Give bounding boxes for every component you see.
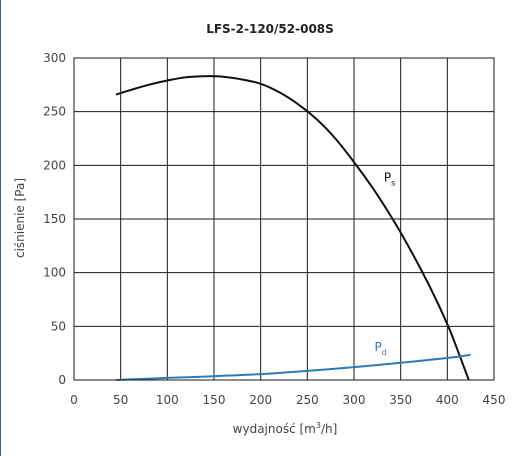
x-tick-label-0: 0 — [70, 393, 78, 407]
tick-labels: 0 50 100 150 200 250 300 350 400 450 0 50 100 150 200 2… — [43, 51, 505, 407]
chart-title: LFS-2-120/52-008S — [206, 22, 334, 36]
x-tick-label-8: 400 — [436, 393, 459, 407]
x-axis-label-sup: 3 — [316, 421, 321, 430]
x-tick-label-6: 300 — [343, 393, 366, 407]
series-line-pd — [115, 353, 471, 381]
y-axis-label: ciśnienie [Pa] — [13, 178, 27, 258]
grid-lines — [73, 57, 495, 381]
series-label-pd: Pd — [375, 340, 387, 357]
y-tick-label-2: 100 — [43, 266, 66, 280]
x-tick-label-2: 100 — [156, 393, 179, 407]
series-line-ps — [115, 75, 470, 381]
x-axis-label: wydajność [m3/h] — [233, 421, 338, 436]
series-label-ps: Ps — [384, 170, 395, 187]
x-tick-label-9: 450 — [483, 393, 506, 407]
x-axis-label-prefix: wydajność [m — [233, 422, 316, 436]
plot-border — [73, 57, 495, 381]
y-tick-label-1: 50 — [51, 319, 66, 333]
y-tick-label-0: 0 — [58, 373, 66, 387]
x-tick-label-7: 350 — [389, 393, 412, 407]
x-tick-label-3: 150 — [203, 393, 226, 407]
y-tick-label-3: 150 — [43, 212, 66, 226]
x-tick-label-4: 200 — [249, 393, 272, 407]
series-layer: Ps Pd — [115, 75, 471, 381]
x-tick-label-1: 50 — [113, 393, 128, 407]
y-tick-label-5: 250 — [43, 105, 66, 119]
x-tick-label-5: 250 — [296, 393, 319, 407]
y-tick-label-4: 200 — [43, 158, 66, 172]
x-axis-label-suffix: /h] — [321, 422, 337, 436]
y-tick-label-6: 300 — [43, 51, 66, 65]
